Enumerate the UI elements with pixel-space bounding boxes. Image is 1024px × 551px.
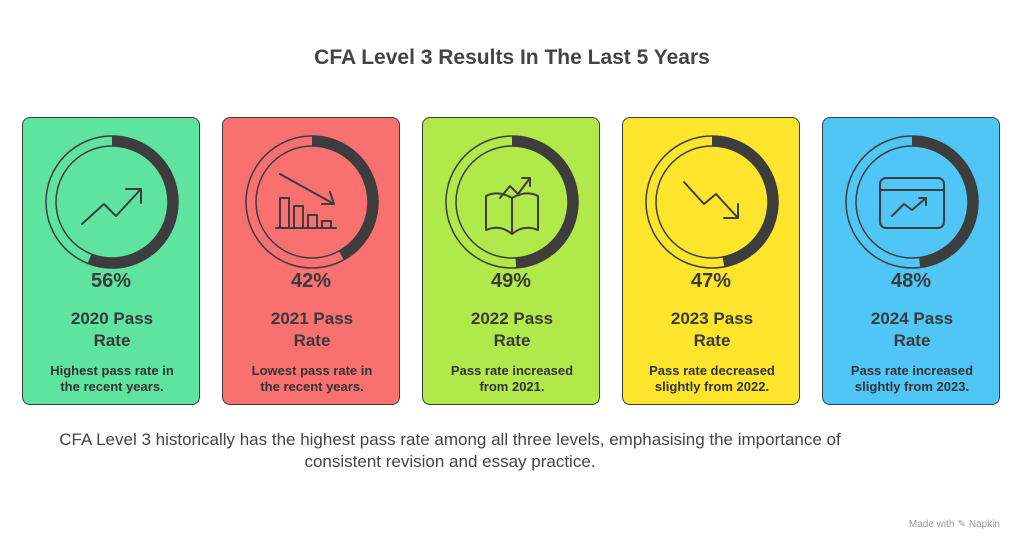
progress-arc — [712, 136, 778, 267]
card-2022: 49% 2022 Pass Rate Pass rate increased fro… — [422, 117, 600, 405]
pass-rate-percent: 47% — [690, 270, 732, 292]
card-2023: 47% 2023 Pass Rate Pass rate decreased sli… — [622, 117, 800, 405]
card-description: Highest pass rate in the recent years. — [50, 363, 174, 394]
card-label: 2021 Pass Rate — [270, 309, 354, 350]
card-label: 2024 Pass Rate — [870, 309, 954, 350]
progress-arc — [912, 136, 979, 268]
pass-rate-percent: 49% — [490, 270, 532, 292]
card-description: Pass rate increased from 2021. — [450, 363, 574, 394]
pass-rate-percent: 42% — [290, 270, 332, 292]
card-label: 2020 Pass Rate — [70, 309, 154, 350]
progress-ring — [45, 135, 179, 269]
card-description: Pass rate decreased slightly from 2022. — [649, 363, 775, 394]
book-trend-icon — [485, 177, 539, 235]
pass-rate-percent: 56% — [90, 270, 132, 292]
progress-arc — [87, 136, 178, 268]
napkin-logo-icon: ✎ — [957, 519, 966, 530]
progress-ring — [845, 135, 979, 269]
footer-note: CFA Level 3 historically has the highest… — [59, 430, 841, 471]
card-2021: 42% 2021 Pass Rate Lowest pass rate in the… — [222, 117, 400, 405]
bar-chart-down-icon — [275, 173, 337, 229]
progress-arc — [512, 136, 578, 268]
progress-ring — [245, 135, 379, 269]
progress-ring — [645, 135, 779, 269]
card-2020: 56% 2020 Pass Rate Highest pass rate in th… — [22, 117, 200, 405]
card-label: 2022 Pass Rate — [470, 309, 554, 350]
pass-rate-percent: 48% — [890, 270, 932, 292]
trend-down-icon — [683, 181, 739, 219]
trend-up-icon — [81, 188, 142, 225]
card-2024: 48% 2024 Pass Rate Pass rate increased sli… — [822, 117, 1000, 405]
card-description: Pass rate increased slightly from 2023. — [850, 363, 974, 394]
brand-credit: Made with ✎ Napkin — [908, 519, 1000, 530]
page-title: CFA Level 3 Results In The Last 5 Years — [314, 46, 710, 69]
cards-container: 56% 2020 Pass Rate Highest pass rate in th… — [22, 117, 1002, 407]
progress-arc — [312, 136, 379, 260]
card-label: 2023 Pass Rate — [670, 309, 754, 350]
card-description: Lowest pass rate in the recent years. — [251, 363, 373, 394]
progress-ring — [445, 135, 579, 269]
calendar-trend-icon — [879, 177, 945, 229]
